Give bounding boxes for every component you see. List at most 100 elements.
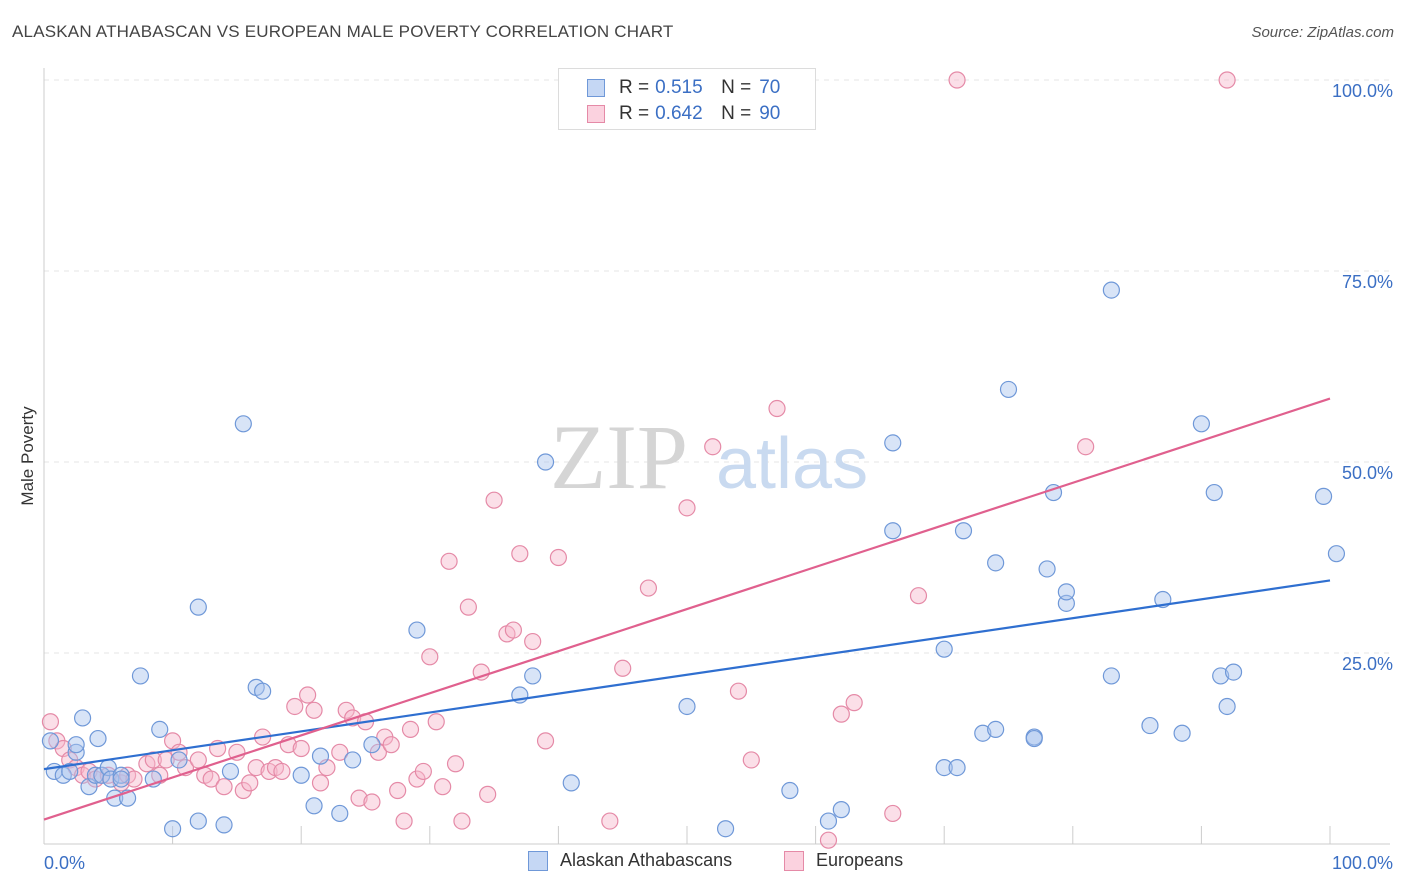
data-point bbox=[408, 621, 426, 639]
y-tick-label: 75.0% bbox=[1342, 272, 1393, 292]
data-point bbox=[729, 682, 748, 700]
r-label: R = bbox=[619, 103, 650, 124]
y-tick-label: 100.0% bbox=[1332, 81, 1393, 101]
data-point bbox=[401, 720, 420, 739]
data-point bbox=[311, 747, 330, 765]
watermark-atlas: atlas bbox=[716, 424, 868, 504]
data-point bbox=[215, 778, 233, 796]
data-point bbox=[974, 724, 992, 742]
data-point bbox=[389, 781, 407, 800]
data-point bbox=[704, 438, 722, 456]
data-point bbox=[1218, 697, 1236, 716]
data-point bbox=[504, 621, 522, 639]
data-point bbox=[999, 380, 1018, 399]
y-axis-label: Male Poverty bbox=[18, 406, 37, 506]
stats-legend: R = 0.515 N = 70 R = 0.642 N = 90 bbox=[558, 68, 816, 130]
data-point bbox=[1205, 483, 1223, 502]
data-point bbox=[954, 522, 973, 540]
data-point bbox=[241, 774, 259, 792]
data-point bbox=[614, 659, 632, 677]
data-point bbox=[112, 766, 130, 784]
data-point bbox=[67, 736, 85, 754]
data-point bbox=[89, 729, 107, 748]
data-point bbox=[41, 713, 60, 731]
data-point bbox=[254, 682, 272, 700]
data-point bbox=[948, 758, 966, 777]
data-point bbox=[427, 713, 445, 731]
data-point bbox=[524, 667, 542, 685]
data-point bbox=[41, 732, 60, 750]
data-point bbox=[189, 751, 207, 769]
data-point bbox=[331, 804, 349, 823]
x-tick-label: 100.0% bbox=[1332, 853, 1393, 873]
data-point bbox=[228, 743, 246, 761]
data-point bbox=[909, 587, 928, 605]
x-tick-label: 0.0% bbox=[44, 853, 85, 873]
data-point bbox=[1224, 663, 1243, 681]
data-point bbox=[1141, 716, 1159, 735]
data-point bbox=[819, 812, 838, 830]
trend-lines bbox=[43, 397, 1331, 821]
watermark: ZIP atlas bbox=[550, 406, 868, 508]
data-point bbox=[440, 552, 458, 570]
legend-swatch-blue bbox=[528, 850, 548, 871]
legend-item-europeans[interactable]: Europeans bbox=[784, 850, 903, 871]
data-point bbox=[716, 820, 735, 838]
stats-row-athabascan: R = 0.515 N = 70 bbox=[587, 75, 780, 101]
data-point bbox=[832, 801, 850, 819]
data-point bbox=[524, 632, 542, 651]
data-point bbox=[1038, 560, 1056, 578]
legend-item-athabascans[interactable]: Alaskan Athabascans bbox=[528, 850, 732, 871]
legend-label: Europeans bbox=[816, 850, 904, 870]
data-point bbox=[511, 545, 529, 563]
data-point bbox=[350, 789, 368, 807]
data-point bbox=[234, 415, 252, 433]
data-point bbox=[144, 751, 162, 769]
data-point bbox=[247, 758, 265, 777]
data-point bbox=[819, 831, 838, 849]
data-point bbox=[125, 770, 143, 788]
data-point bbox=[1218, 71, 1236, 89]
data-point bbox=[1173, 724, 1191, 742]
data-point bbox=[112, 770, 130, 788]
r-value: 0.515 bbox=[655, 77, 703, 98]
data-point bbox=[1212, 667, 1230, 685]
watermark-zip: ZIP bbox=[550, 406, 688, 508]
data-point bbox=[305, 701, 323, 719]
data-point bbox=[299, 686, 317, 704]
data-point bbox=[1057, 583, 1075, 601]
data-point bbox=[639, 579, 658, 597]
data-point bbox=[884, 522, 902, 540]
data-point bbox=[292, 739, 310, 758]
data-point bbox=[678, 499, 696, 517]
data-point bbox=[1102, 667, 1120, 685]
data-point bbox=[151, 720, 169, 739]
data-point bbox=[164, 820, 182, 838]
trend-line bbox=[43, 397, 1331, 821]
data-point bbox=[601, 812, 619, 830]
data-point bbox=[948, 71, 966, 89]
data-point bbox=[884, 804, 902, 823]
data-point bbox=[286, 697, 304, 716]
source-label: Source: ZipAtlas.com bbox=[1251, 24, 1394, 41]
tick-labels: 25.0% 50.0% 75.0% 100.0% 0.0% 100.0% bbox=[44, 81, 1393, 873]
n-value: 90 bbox=[759, 103, 781, 124]
legend-label: Alaskan Athabascans bbox=[560, 850, 733, 870]
data-point bbox=[421, 648, 439, 666]
legend-swatch-blue bbox=[587, 79, 605, 97]
data-point bbox=[1025, 729, 1043, 748]
data-point bbox=[845, 694, 863, 712]
axes bbox=[43, 68, 1390, 845]
data-point bbox=[61, 762, 79, 781]
data-point bbox=[987, 554, 1005, 572]
legend-swatch-pink bbox=[587, 105, 605, 123]
legend-swatch-pink bbox=[784, 850, 804, 871]
data-point bbox=[459, 598, 477, 616]
data-points bbox=[41, 71, 1346, 849]
y-tick-label: 25.0% bbox=[1342, 654, 1393, 674]
data-point bbox=[170, 751, 188, 769]
data-point bbox=[1192, 415, 1211, 433]
data-point bbox=[202, 770, 220, 788]
data-point bbox=[987, 720, 1005, 739]
data-point bbox=[221, 762, 240, 781]
